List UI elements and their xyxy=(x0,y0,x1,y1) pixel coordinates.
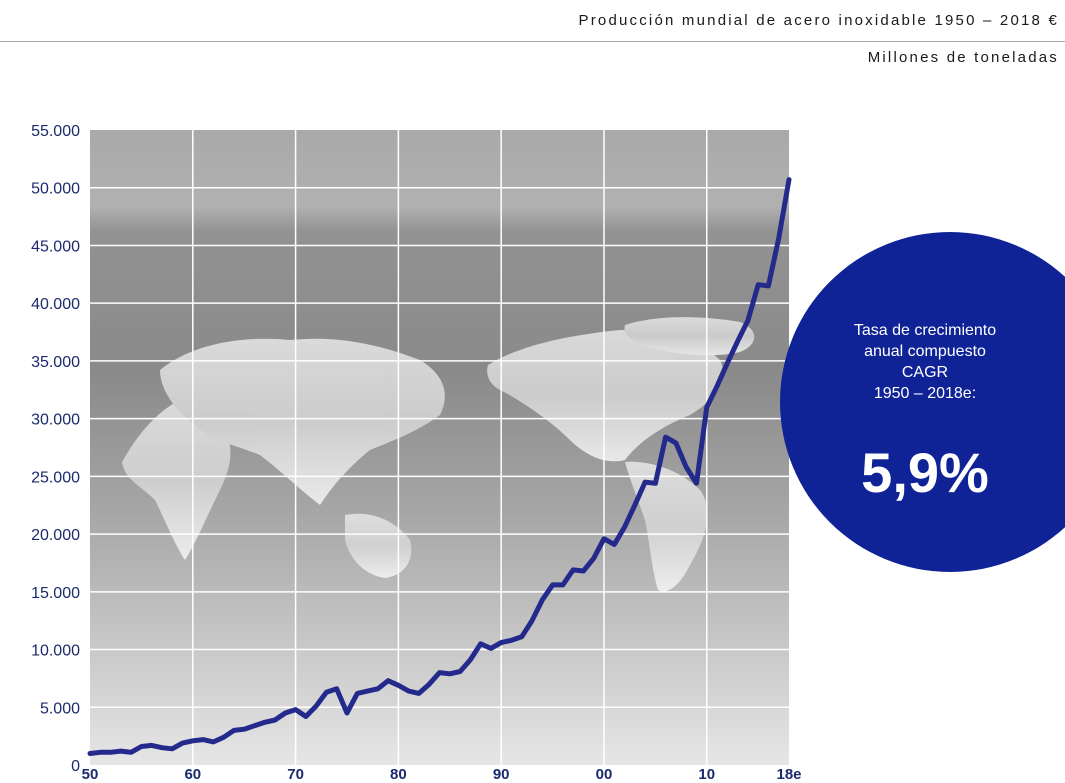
y-tick-label: 0 xyxy=(71,758,80,775)
x-axis: 50 60 70 80 90 00 10 18e xyxy=(82,766,802,783)
y-tick-label: 10.000 xyxy=(31,643,80,660)
y-tick-label: 25.000 xyxy=(31,469,80,486)
x-tick-label: 10 xyxy=(698,766,715,783)
y-axis: 0 5.000 10.000 15.000 20.000 25.000 30.000 35.0… xyxy=(31,123,80,775)
x-tick-label: 60 xyxy=(184,766,201,783)
x-tick-label: 80 xyxy=(390,766,407,783)
cagr-line-2: anual compuesto xyxy=(864,343,986,360)
cagr-description: Tasa de crecimiento anual compuesto CAGR… xyxy=(780,320,1065,404)
gridlines xyxy=(90,130,789,765)
world-map-background xyxy=(122,317,755,592)
cagr-badge-clip: Tasa de crecimiento anual compuesto CAGR… xyxy=(780,232,1065,577)
y-tick-label: 55.000 xyxy=(31,123,80,140)
unit-label: Millones de toneladas xyxy=(867,49,1059,66)
chart-title: Producción mundial de acero inoxidable 1… xyxy=(578,12,1059,29)
cagr-line-3: CAGR xyxy=(901,364,949,381)
y-tick-label: 50.000 xyxy=(31,181,80,198)
y-tick-label: 35.000 xyxy=(31,354,80,371)
cagr-value: 5,9% xyxy=(861,441,989,504)
y-tick-label: 20.000 xyxy=(31,527,80,544)
series-line-production xyxy=(87,177,792,756)
cagr-line-4: 1950 – 2018e: xyxy=(873,385,977,402)
y-tick-label: 30.000 xyxy=(31,412,80,429)
header-divider xyxy=(0,41,1065,42)
y-tick-label: 5.000 xyxy=(40,700,80,717)
x-tick-label: 18e xyxy=(776,766,801,783)
y-tick-label: 45.000 xyxy=(31,238,80,255)
y-tick-label: 40.000 xyxy=(31,296,80,313)
cagr-badge: Tasa de crecimiento anual compuesto CAGR… xyxy=(780,232,1065,572)
x-tick-label: 70 xyxy=(287,766,304,783)
x-tick-label: 00 xyxy=(596,766,613,783)
x-tick-label: 50 xyxy=(82,766,99,783)
y-tick-label: 15.000 xyxy=(31,585,80,602)
cagr-line-1: Tasa de crecimiento xyxy=(853,322,997,339)
x-tick-label: 90 xyxy=(493,766,510,783)
